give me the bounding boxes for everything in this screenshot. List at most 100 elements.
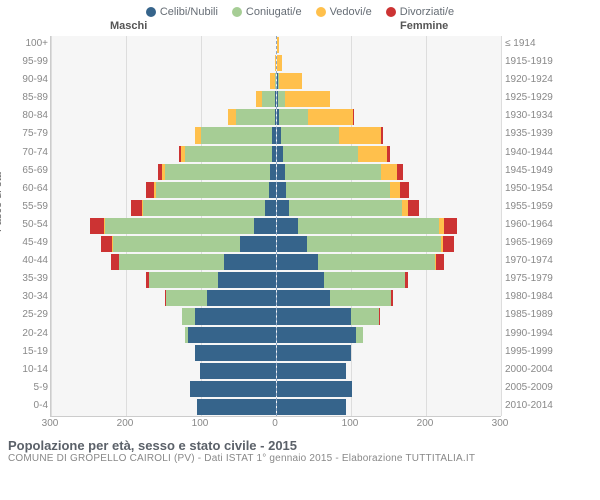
bar-segment xyxy=(228,109,236,125)
y-axis-right-labels: ≤ 19141915-19191920-19241925-19291930-19… xyxy=(505,36,595,416)
bar-female xyxy=(277,290,393,306)
bar-segment xyxy=(277,218,298,234)
bar-female xyxy=(277,127,383,143)
bar-female xyxy=(277,146,390,162)
legend-item: Divorziati/e xyxy=(386,6,454,18)
birth-year-label: 1945-1949 xyxy=(505,163,595,181)
bar-male xyxy=(146,182,276,198)
bar-segment xyxy=(381,164,398,180)
bar-segment xyxy=(254,218,277,234)
legend-item: Coniugati/e xyxy=(232,6,302,18)
bar-segment xyxy=(358,146,387,162)
birth-year-label: 1965-1969 xyxy=(505,235,595,253)
legend-label: Coniugati/e xyxy=(246,6,302,18)
bar-female xyxy=(277,218,457,234)
bar-female xyxy=(277,182,409,198)
legend-label: Vedovi/e xyxy=(330,6,372,18)
bar-female xyxy=(277,363,346,379)
bar-segment xyxy=(289,200,402,216)
bar-segment xyxy=(443,236,454,252)
bar-segment xyxy=(146,182,154,198)
bar-segment xyxy=(381,127,383,143)
bar-segment xyxy=(307,236,441,252)
bar-segment xyxy=(397,164,403,180)
bar-female xyxy=(277,327,363,343)
bar-segment xyxy=(265,200,276,216)
bar-segment xyxy=(285,164,381,180)
x-tick-label: 200 xyxy=(417,418,434,429)
age-label: 25-29 xyxy=(0,307,48,325)
birth-year-label: 1940-1944 xyxy=(505,145,595,163)
bar-segment xyxy=(286,182,390,198)
plot-area xyxy=(50,36,501,417)
bar-female xyxy=(277,308,380,324)
x-tick-label: 300 xyxy=(42,418,59,429)
bar-female xyxy=(277,345,351,361)
bar-segment xyxy=(279,73,302,89)
legend-swatch-icon xyxy=(232,7,242,17)
bar-segment xyxy=(101,236,112,252)
bar-male xyxy=(182,308,277,324)
birth-year-label: 1955-1959 xyxy=(505,199,595,217)
legend-item: Celibi/Nubili xyxy=(146,6,218,18)
bar-male xyxy=(158,164,277,180)
age-label: 15-19 xyxy=(0,344,48,362)
bar-male xyxy=(228,109,276,125)
bar-segment xyxy=(405,272,408,288)
bar-segment xyxy=(277,272,324,288)
bar-segment xyxy=(277,164,285,180)
bar-segment xyxy=(277,308,351,324)
bar-segment xyxy=(277,55,282,71)
bar-segment xyxy=(308,109,353,125)
bar-male xyxy=(165,290,276,306)
age-label: 90-94 xyxy=(0,72,48,90)
gridline xyxy=(501,36,502,416)
bar-segment xyxy=(281,127,340,143)
bar-male xyxy=(179,146,277,162)
bar-male xyxy=(200,363,277,379)
age-label: 70-74 xyxy=(0,145,48,163)
age-label: 65-69 xyxy=(0,163,48,181)
chart-footer: Popolazione per età, sesso e stato civil… xyxy=(0,436,600,464)
bar-segment xyxy=(277,200,289,216)
bar-female xyxy=(277,73,302,89)
column-headers: Maschi Femmine xyxy=(0,20,600,36)
bar-segment xyxy=(200,363,277,379)
bar-male xyxy=(90,218,276,234)
birth-year-label: 1925-1929 xyxy=(505,90,595,108)
bar-segment xyxy=(236,109,275,125)
bar-segment xyxy=(277,345,351,361)
x-tick-label: 300 xyxy=(492,418,509,429)
x-axis-labels: 3002001000100200300 xyxy=(50,418,500,432)
age-label: 20-24 xyxy=(0,326,48,344)
age-label: 60-64 xyxy=(0,181,48,199)
bar-female xyxy=(277,381,352,397)
x-tick-label: 200 xyxy=(117,418,134,429)
bar-segment xyxy=(105,218,254,234)
birth-year-label: 1915-1919 xyxy=(505,54,595,72)
bar-segment xyxy=(277,236,307,252)
age-label: 40-44 xyxy=(0,253,48,271)
birth-year-label: 2000-2004 xyxy=(505,362,595,380)
birth-year-label: 1985-1989 xyxy=(505,307,595,325)
birth-year-label: 1995-1999 xyxy=(505,344,595,362)
bar-male xyxy=(195,345,276,361)
center-dashed-line xyxy=(276,36,277,416)
birth-year-label: 1980-1984 xyxy=(505,289,595,307)
bar-male xyxy=(146,272,277,288)
bar-segment xyxy=(279,109,308,125)
bar-female xyxy=(277,399,346,415)
bar-female xyxy=(277,272,408,288)
chart-subtitle: COMUNE DI GROPELLO CAIROLI (PV) - Dati I… xyxy=(8,453,592,464)
age-label: 85-89 xyxy=(0,90,48,108)
header-males: Maschi xyxy=(110,20,147,32)
birth-year-label: 2010-2014 xyxy=(505,398,595,416)
legend: Celibi/Nubili Coniugati/e Vedovi/e Divorzia… xyxy=(0,0,600,20)
bar-male xyxy=(131,200,276,216)
birth-year-label: 1930-1934 xyxy=(505,108,595,126)
x-tick-label: 0 xyxy=(272,418,278,429)
legend-label: Divorziati/e xyxy=(400,6,454,18)
age-label: 45-49 xyxy=(0,235,48,253)
bar-segment xyxy=(391,290,393,306)
bar-segment xyxy=(277,254,318,270)
